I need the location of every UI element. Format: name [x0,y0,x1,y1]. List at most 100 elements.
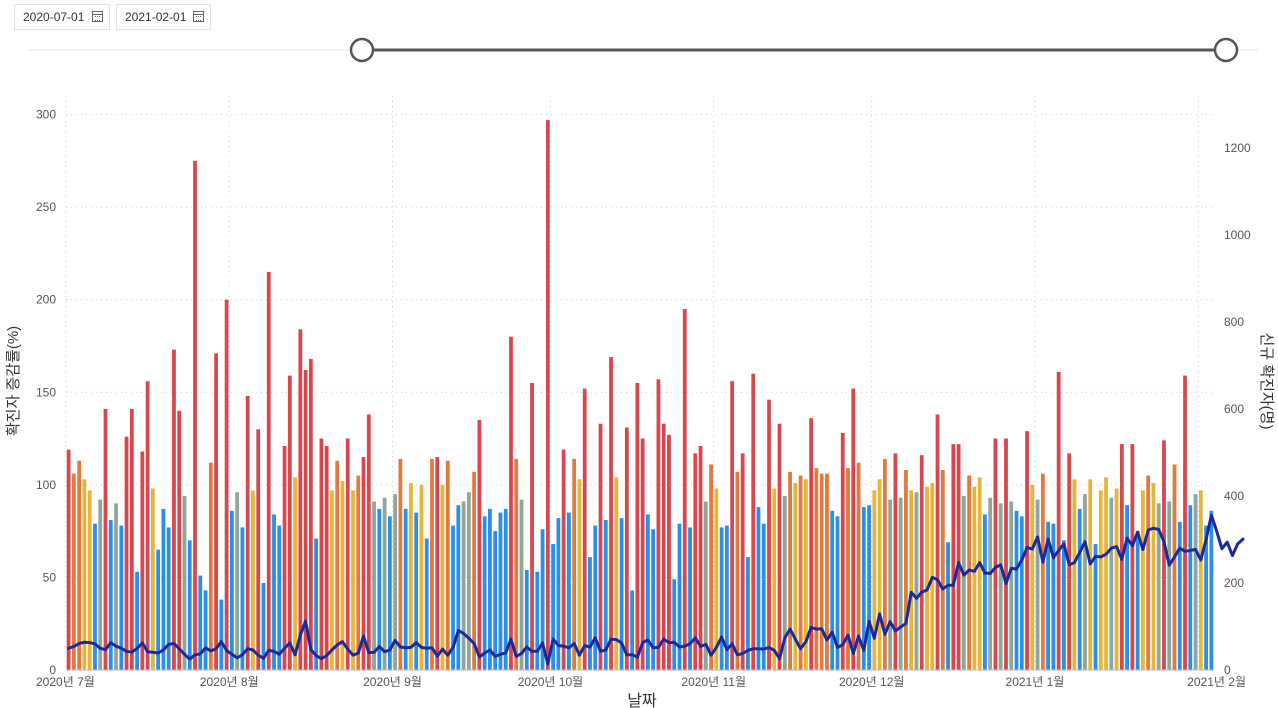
bar [203,590,208,670]
bar [372,501,376,670]
bar [793,482,798,670]
bar [214,353,218,670]
bar [1046,521,1051,670]
x-tick-label: 2020년 12월 [839,675,904,689]
bar [724,525,729,670]
bar [935,414,940,670]
bar [809,418,814,670]
line-path [67,513,1245,666]
bar [1098,490,1103,670]
y2-tick-label: 800 [1224,315,1244,329]
bar [377,508,382,670]
bar [598,423,603,670]
bar [1040,473,1045,670]
bar [1114,488,1119,670]
bar [293,477,297,670]
bar [1077,508,1082,670]
y-tick-label: 300 [36,108,56,122]
bar [1151,482,1156,670]
bar [524,570,529,670]
bar [1177,521,1182,670]
bar [1198,490,1203,670]
bar [1035,499,1040,670]
y2-tick-label: 1200 [1224,141,1251,155]
end-date-value: 2021-02-01 [125,10,187,24]
bar [161,508,166,670]
x-tick-label: 2020년 7월 [36,675,95,689]
bar [219,599,224,670]
bar [830,510,835,670]
slider-handle-start[interactable] [349,37,375,63]
bar [819,473,824,670]
line-series [67,513,1245,666]
end-date-input[interactable]: 2021-02-01 [116,4,211,30]
bar [630,590,634,670]
bar [983,514,987,670]
bar [340,481,345,670]
x-tick-label: 2020년 11월 [681,675,746,689]
bar [588,557,592,670]
bar [87,490,92,670]
bar [1030,484,1035,670]
bar [93,523,97,670]
bar [108,520,113,670]
bar [703,501,708,670]
bar [582,388,587,670]
y2-tick-label: 400 [1224,489,1244,503]
bar [1146,475,1151,670]
bar [1135,531,1140,670]
x-axis-title: 날짜 [627,692,657,708]
bar [387,516,392,670]
bar [398,458,403,670]
bar [1183,375,1187,670]
bar [366,414,371,670]
bar [129,408,134,670]
bar [440,484,445,670]
bar [619,518,624,670]
bar [140,451,145,670]
bar [877,479,882,670]
bar [403,508,408,670]
bar [119,525,124,670]
bar [751,373,756,670]
bar [356,475,361,670]
bar [435,457,440,670]
y2-tick-label: 0 [1224,663,1231,677]
bar [382,497,387,670]
bar [1209,510,1214,670]
bar [82,479,87,670]
bar [261,582,266,670]
start-date-input[interactable]: 2020-07-01 [14,4,110,30]
bar [714,488,719,670]
bar [245,395,250,670]
bar [314,538,319,670]
bar [545,120,550,670]
slider-handle-end[interactable] [1213,37,1239,63]
bar [572,458,577,670]
bar [667,434,671,670]
calendar-icon[interactable] [193,11,204,22]
bar [1167,501,1172,670]
bar [145,381,150,670]
bar [235,492,240,670]
bar [603,520,608,670]
bar [835,516,840,670]
bar [614,477,619,670]
date-range-slider[interactable] [28,37,1258,63]
bar [1141,490,1145,670]
bar [303,370,308,670]
bar [535,571,540,670]
bar [735,471,740,670]
y-tick-label: 0 [49,663,56,677]
bar [677,523,682,670]
bar [287,375,292,670]
bar [609,357,613,670]
bar [1204,525,1208,670]
bar [814,468,819,670]
bar [509,336,513,670]
y-tick-label: 200 [36,293,56,307]
calendar-icon[interactable] [92,11,103,22]
bar [1188,505,1193,670]
bar [856,462,861,670]
bar [556,518,561,670]
